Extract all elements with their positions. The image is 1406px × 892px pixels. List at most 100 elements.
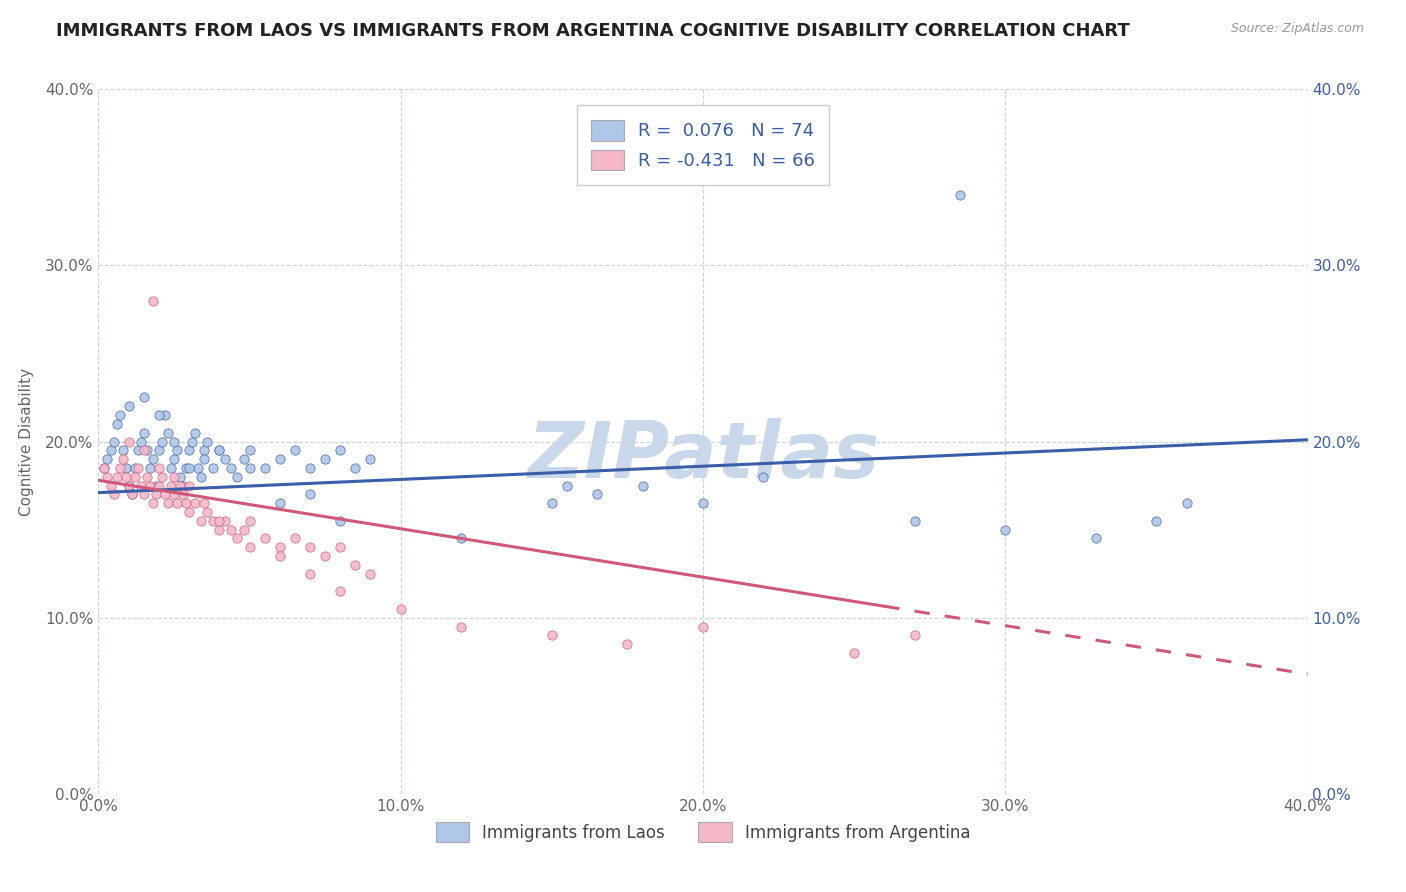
Point: [586, 487, 609, 501]
Point: [208, 523, 231, 537]
Point: [103, 487, 125, 501]
Point: [114, 461, 136, 475]
Point: [239, 461, 262, 475]
Point: [1144, 514, 1167, 528]
Point: [360, 566, 382, 581]
Point: [100, 443, 122, 458]
Point: [193, 443, 215, 458]
Point: [93, 461, 115, 475]
Point: [949, 187, 972, 202]
Point: [172, 478, 194, 492]
Text: Source: ZipAtlas.com: Source: ZipAtlas.com: [1230, 22, 1364, 36]
Point: [96, 469, 118, 483]
Point: [121, 487, 143, 501]
Point: [153, 487, 176, 501]
Point: [269, 540, 291, 554]
Point: [111, 443, 134, 458]
Point: [127, 461, 149, 475]
Point: [904, 628, 927, 642]
Point: [127, 443, 149, 458]
Point: [108, 408, 131, 422]
Point: [179, 478, 201, 492]
Point: [450, 619, 472, 633]
Point: [299, 566, 322, 581]
Point: [994, 523, 1017, 537]
Point: [156, 425, 179, 440]
Point: [190, 514, 212, 528]
Point: [139, 461, 162, 475]
Point: [540, 496, 562, 510]
Point: [329, 584, 352, 599]
Point: [132, 443, 155, 458]
Point: [253, 461, 276, 475]
Point: [129, 478, 152, 492]
Point: [202, 514, 225, 528]
Point: [124, 461, 146, 475]
Point: [105, 469, 128, 483]
Point: [103, 434, 125, 449]
Point: [111, 452, 134, 467]
Point: [555, 478, 578, 492]
Point: [118, 399, 141, 413]
Point: [132, 425, 155, 440]
Point: [631, 478, 654, 492]
Point: [156, 496, 179, 510]
Point: [100, 478, 122, 492]
Point: [208, 443, 231, 458]
Point: [299, 540, 322, 554]
Point: [195, 505, 218, 519]
Point: [135, 469, 157, 483]
Point: [145, 478, 167, 492]
Point: [139, 478, 162, 492]
Text: IMMIGRANTS FROM LAOS VS IMMIGRANTS FROM ARGENTINA COGNITIVE DISABILITY CORRELATI: IMMIGRANTS FROM LAOS VS IMMIGRANTS FROM …: [56, 22, 1130, 40]
Point: [239, 443, 262, 458]
Point: [179, 505, 201, 519]
Point: [1085, 532, 1108, 546]
Point: [166, 496, 188, 510]
Point: [540, 628, 562, 642]
Point: [148, 408, 170, 422]
Point: [904, 514, 927, 528]
Point: [169, 478, 191, 492]
Point: [329, 443, 352, 458]
Point: [142, 452, 165, 467]
Point: [692, 619, 714, 633]
Point: [169, 469, 191, 483]
Point: [96, 452, 118, 467]
Point: [329, 540, 352, 554]
Point: [208, 514, 231, 528]
Point: [153, 408, 176, 422]
Point: [232, 452, 254, 467]
Point: [150, 434, 173, 449]
Point: [226, 469, 249, 483]
Point: [135, 443, 157, 458]
Point: [284, 532, 307, 546]
Point: [214, 514, 236, 528]
Point: [193, 496, 215, 510]
Point: [195, 434, 218, 449]
Point: [299, 487, 322, 501]
Point: [221, 523, 243, 537]
Point: [150, 469, 173, 483]
Point: [221, 461, 243, 475]
Point: [269, 549, 291, 563]
Point: [163, 487, 186, 501]
Legend: Immigrants from Laos, Immigrants from Argentina: Immigrants from Laos, Immigrants from Ar…: [429, 815, 977, 849]
Point: [142, 293, 165, 308]
Point: [314, 452, 336, 467]
Point: [142, 496, 165, 510]
Point: [148, 443, 170, 458]
Point: [163, 434, 186, 449]
Point: [148, 461, 170, 475]
Point: [299, 461, 322, 475]
Point: [253, 532, 276, 546]
Point: [124, 469, 146, 483]
Point: [148, 478, 170, 492]
Point: [269, 496, 291, 510]
Point: [174, 461, 197, 475]
Point: [389, 602, 412, 616]
Point: [184, 496, 207, 510]
Text: ZIPatlas: ZIPatlas: [527, 417, 879, 493]
Point: [121, 487, 143, 501]
Point: [118, 434, 141, 449]
